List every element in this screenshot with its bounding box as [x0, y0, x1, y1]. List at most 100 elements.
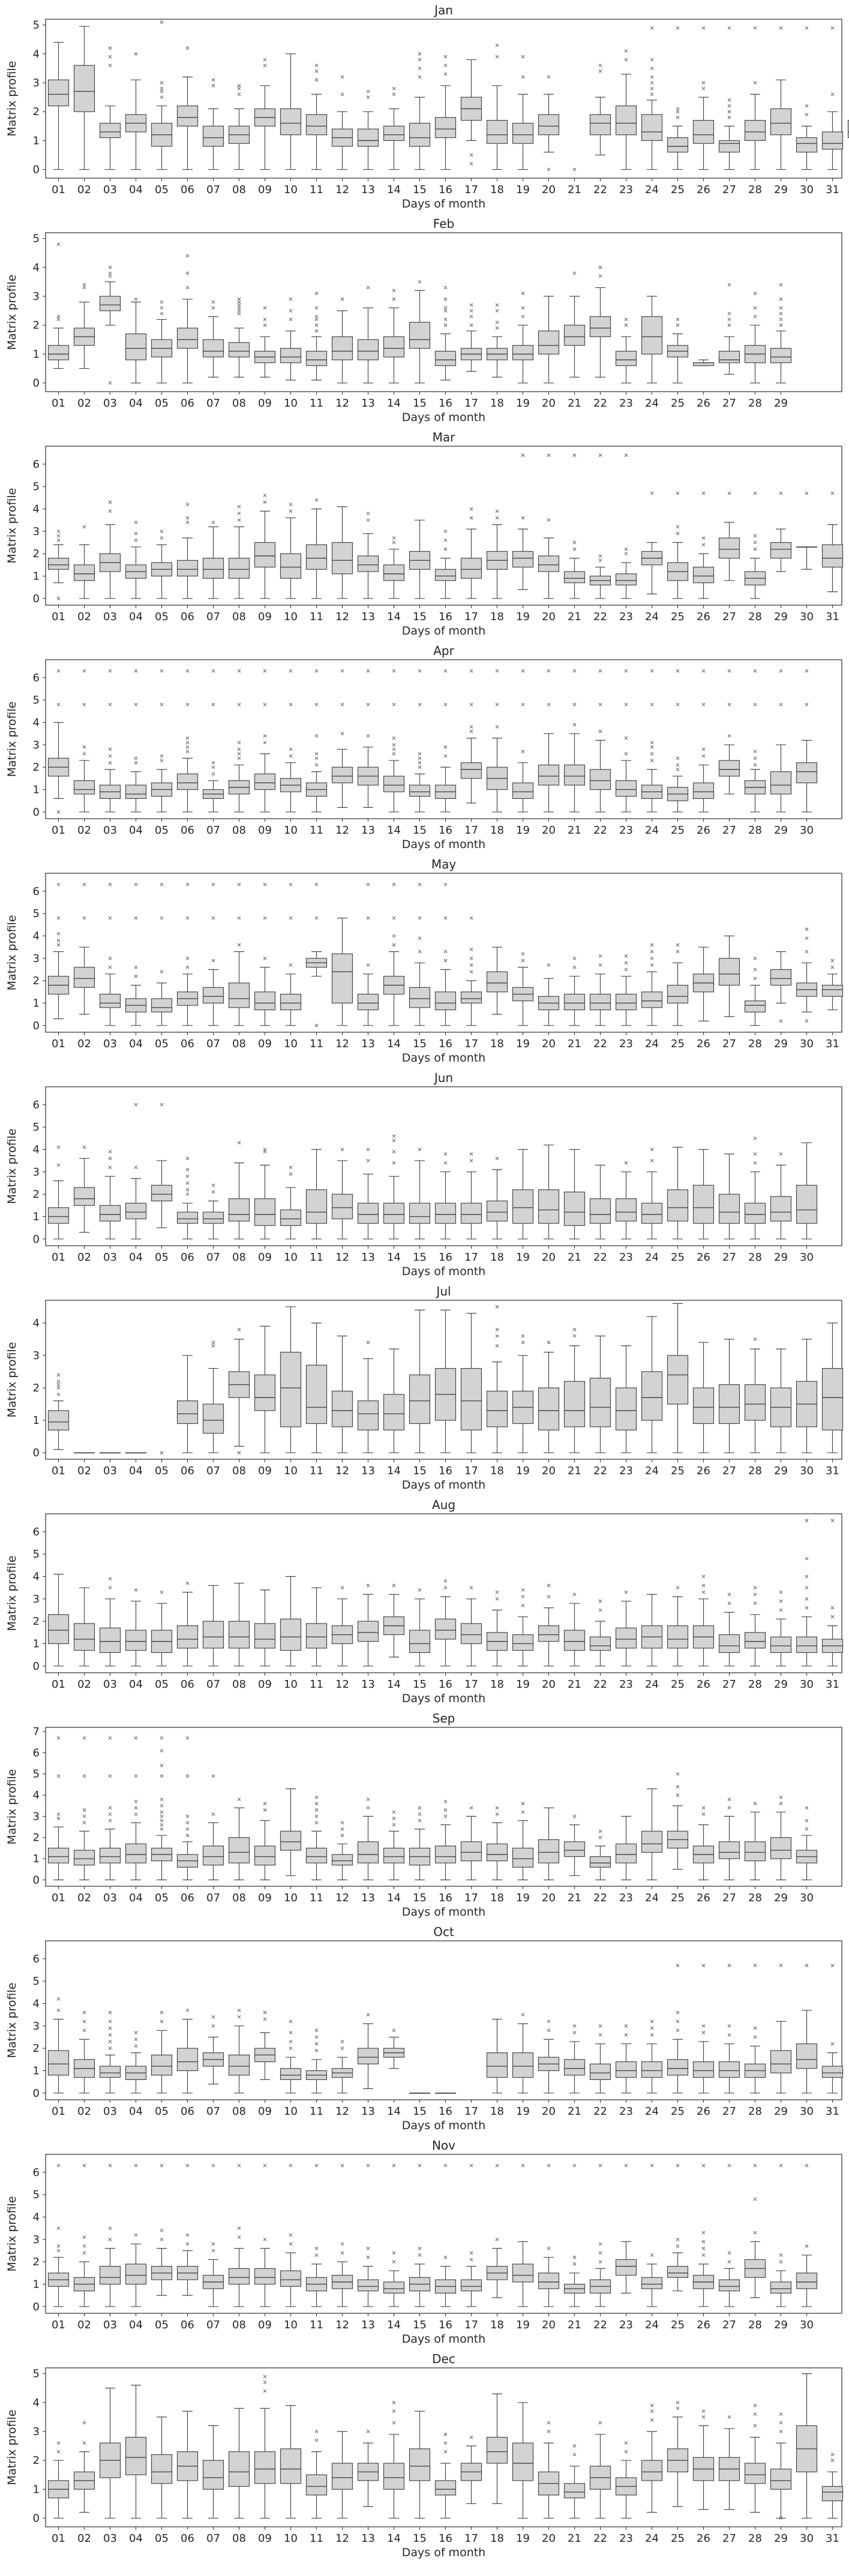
outlier-point — [753, 1161, 757, 1165]
box-22 — [589, 2024, 611, 2094]
x-tick-label: 15 — [413, 611, 427, 623]
y-tick-label: 0 — [33, 1020, 40, 1032]
iqr-box — [512, 345, 534, 360]
outlier-point — [727, 317, 731, 321]
box-21 — [563, 956, 586, 1026]
iqr-box — [434, 1845, 457, 1863]
outlier-point — [82, 2244, 86, 2248]
y-tick-label: 2 — [33, 1832, 40, 1844]
outlier-point — [572, 1327, 577, 1331]
outlier-point — [392, 92, 396, 97]
outlier-point — [418, 2246, 422, 2250]
box-22 — [589, 453, 611, 599]
iqr-box — [280, 2448, 302, 2484]
box-11 — [305, 1149, 328, 1240]
outlier-point — [418, 1818, 422, 1823]
outlier-point — [108, 882, 112, 886]
outlier-point — [108, 509, 112, 513]
x-tick-label: 01 — [52, 2532, 65, 2545]
x-tick-label: 02 — [77, 184, 91, 196]
outlier-point — [134, 538, 138, 542]
box-08 — [228, 2163, 250, 2307]
x-tick-label: 31 — [826, 1038, 839, 1050]
box-06 — [176, 1156, 199, 1240]
chart-title: Aug — [432, 1498, 455, 1512]
x-tick-label: 03 — [103, 1465, 117, 1477]
outlier-point — [134, 297, 138, 301]
box-07 — [202, 1774, 224, 1880]
box-01 — [47, 1736, 70, 1880]
outlier-point — [727, 1601, 731, 1606]
x-tick-label: 27 — [722, 1251, 736, 1264]
box-17 — [460, 59, 482, 166]
outlier-point — [289, 702, 293, 707]
x-tick-label: 11 — [310, 824, 323, 837]
outlier-point — [572, 1814, 577, 1818]
outlier-point — [185, 2233, 190, 2237]
outlier-point — [160, 2019, 164, 2024]
outlier-point — [753, 1337, 757, 1341]
outlier-point — [211, 2015, 215, 2019]
x-tick-label: 28 — [748, 184, 762, 196]
outlier-point — [82, 702, 86, 707]
outlier-point — [366, 1147, 370, 1152]
x-tick-label: 08 — [232, 1678, 246, 1691]
iqr-box — [615, 2061, 637, 2078]
iqr-box — [486, 120, 508, 144]
box-30 — [796, 927, 818, 1023]
iqr-box — [409, 1630, 431, 1654]
outlier-point — [676, 110, 680, 114]
x-tick-label: 31 — [826, 184, 839, 196]
outlier-point — [392, 1583, 396, 1588]
outlier-point — [779, 323, 783, 327]
outlier-point — [650, 86, 654, 91]
outlier-point — [598, 963, 602, 967]
outlier-point — [495, 1334, 499, 1338]
x-tick-label: 06 — [181, 1892, 194, 1904]
box-18 — [486, 669, 508, 813]
outlier-point — [547, 2163, 551, 2168]
outlier-point — [805, 669, 809, 673]
outlier-point — [56, 1392, 61, 1396]
box-09 — [254, 2163, 276, 2307]
iqr-box — [357, 1621, 379, 1642]
box-24 — [641, 2403, 663, 2513]
box-16 — [434, 285, 457, 381]
box-22 — [589, 1599, 611, 1667]
y-tick-label: 3 — [33, 2020, 40, 2033]
outlier-point — [289, 669, 293, 673]
outlier-point — [418, 752, 422, 756]
outlier-point — [160, 754, 164, 758]
outlier-point — [211, 83, 215, 88]
x-tick-label: 12 — [335, 2532, 349, 2545]
outlier-point — [314, 763, 319, 767]
outlier-point — [469, 1159, 473, 1163]
box-16 — [434, 529, 457, 599]
iqr-box — [796, 1636, 818, 1654]
outlier-point — [108, 747, 112, 752]
outlier-point — [753, 1136, 757, 1140]
outlier-point — [185, 1181, 190, 1185]
outlier-point — [134, 761, 138, 765]
x-tick-label: 10 — [284, 1038, 298, 1050]
box-16 — [434, 669, 457, 813]
iqr-box — [563, 1630, 586, 1651]
y-tick-label: 5 — [33, 480, 40, 493]
iqr-box — [254, 1623, 276, 1649]
outlier-point — [805, 1827, 809, 1831]
x-tick-label: 13 — [361, 611, 375, 623]
box-18 — [486, 946, 508, 1015]
x-tick-label: 02 — [77, 611, 91, 623]
outlier-point — [598, 2242, 602, 2246]
x-tick-label: 28 — [748, 1892, 762, 1904]
box-04 — [125, 882, 147, 1026]
x-tick-label: 22 — [593, 1678, 607, 1691]
box-03 — [99, 2163, 121, 2307]
x-tick-label: 19 — [516, 1678, 530, 1691]
box-22 — [589, 265, 611, 378]
outlier-point — [624, 961, 628, 965]
outlier-point — [805, 1519, 809, 1523]
outlier-point — [443, 55, 448, 59]
x-tick-label: 17 — [464, 2532, 478, 2545]
